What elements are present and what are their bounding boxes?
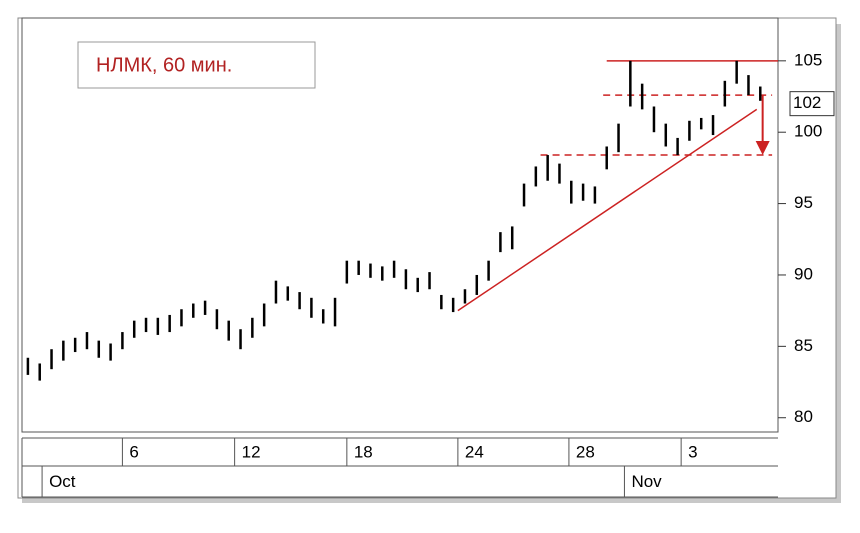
- y-tick-label: 95: [794, 193, 813, 212]
- y-tick-label: 90: [794, 264, 813, 283]
- x-tick-label: 3: [688, 442, 697, 461]
- x-tick-label: Nov: [631, 472, 662, 491]
- trend-line: [457, 108, 758, 312]
- chart-title: НЛМК, 60 мин.: [96, 54, 232, 76]
- arrow-head: [755, 141, 770, 156]
- y-tick-label: 100: [794, 122, 822, 141]
- x-tick-label: 12: [242, 442, 261, 461]
- title-box: [77, 41, 316, 89]
- x-tick-label: 6: [129, 442, 138, 461]
- y-tick-label: 80: [794, 407, 813, 426]
- y-tick-label: 85: [794, 336, 813, 355]
- x-tick-label: 18: [354, 442, 373, 461]
- x-tick-label: 24: [465, 442, 484, 461]
- plot-area: [21, 17, 779, 433]
- last-price-box: [789, 91, 835, 117]
- x-tick-label: 28: [576, 442, 595, 461]
- last-price-label: 102: [793, 93, 821, 112]
- x-tick-label: Oct: [49, 472, 76, 491]
- y-tick-label: 105: [794, 50, 822, 69]
